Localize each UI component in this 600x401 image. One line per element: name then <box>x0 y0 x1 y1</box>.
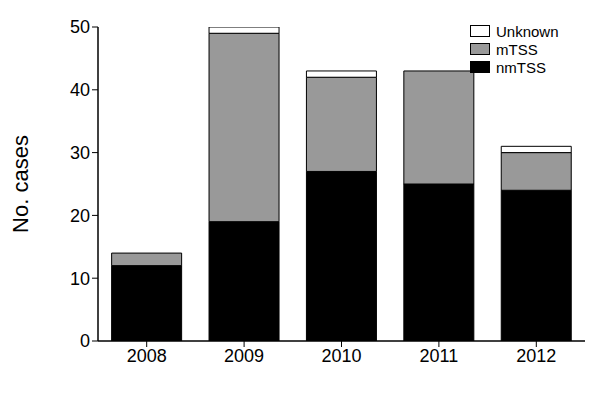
html-text:nmTSS: nmTSS <box>496 58 546 76</box>
svg-text:50: 50 <box>70 17 90 37</box>
svg-text:20: 20 <box>70 206 90 226</box>
svg-text:No. cases: No. cases <box>8 135 33 233</box>
html-text:mTSS: mTSS <box>496 40 538 58</box>
svg-text:30: 30 <box>70 143 90 163</box>
svg-text:40: 40 <box>70 80 90 100</box>
svg-text:2008: 2008 <box>127 346 167 366</box>
svg-text:10: 10 <box>70 269 90 289</box>
svg-text:0: 0 <box>80 331 90 351</box>
svg-text:2012: 2012 <box>516 346 556 366</box>
svg-text:2011: 2011 <box>420 346 459 366</box>
svg-text:2009: 2009 <box>224 346 264 366</box>
svg-text:2010: 2010 <box>321 346 361 366</box>
html-text:Unknown: Unknown <box>496 22 559 40</box>
